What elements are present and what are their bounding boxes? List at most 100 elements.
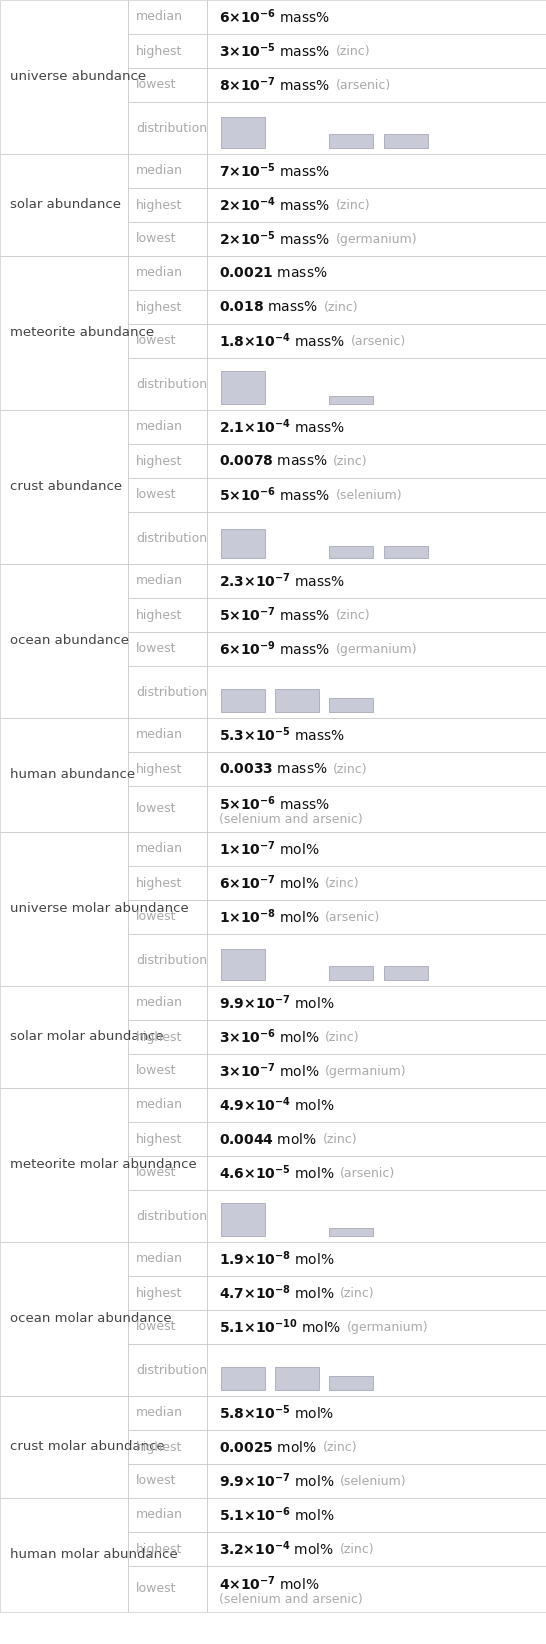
Bar bbox=[0, 155, 128, 256]
Text: (arsenic): (arsenic) bbox=[336, 79, 391, 92]
Text: median: median bbox=[136, 1509, 183, 1521]
Bar bbox=[221, 689, 265, 712]
Bar bbox=[128, 289, 207, 324]
Text: crust molar abundance: crust molar abundance bbox=[10, 1440, 165, 1453]
Text: lowest: lowest bbox=[136, 643, 177, 656]
Bar bbox=[221, 117, 265, 148]
Text: human molar abundance: human molar abundance bbox=[10, 1549, 178, 1562]
Text: $\mathbf{2.1{\times}10^{-4}}$ mass%: $\mathbf{2.1{\times}10^{-4}}$ mass% bbox=[219, 418, 346, 436]
Bar bbox=[207, 598, 546, 631]
Bar bbox=[128, 1276, 207, 1310]
Bar bbox=[207, 1310, 546, 1345]
Bar bbox=[128, 1396, 207, 1430]
Bar bbox=[207, 786, 546, 832]
Bar bbox=[128, 1345, 207, 1396]
Text: highest: highest bbox=[136, 44, 183, 58]
Text: median: median bbox=[136, 842, 183, 855]
Bar bbox=[128, 986, 207, 1019]
Text: ocean molar abundance: ocean molar abundance bbox=[10, 1312, 171, 1325]
Bar bbox=[207, 1498, 546, 1532]
Bar bbox=[207, 832, 546, 866]
Bar bbox=[207, 866, 546, 899]
Text: (zinc): (zinc) bbox=[333, 763, 368, 776]
Bar bbox=[128, 751, 207, 786]
Bar bbox=[329, 546, 373, 557]
Text: distribution: distribution bbox=[136, 1363, 207, 1376]
Bar bbox=[128, 1532, 207, 1567]
Text: (zinc): (zinc) bbox=[333, 454, 368, 467]
Bar bbox=[128, 564, 207, 598]
Bar bbox=[128, 155, 207, 187]
Text: highest: highest bbox=[136, 1287, 183, 1299]
Text: highest: highest bbox=[136, 301, 183, 314]
Text: $\mathbf{0.0025}$ mol%: $\mathbf{0.0025}$ mol% bbox=[219, 1440, 318, 1455]
Bar bbox=[383, 546, 428, 557]
Text: solar abundance: solar abundance bbox=[10, 199, 121, 212]
Bar bbox=[0, 1241, 128, 1396]
Text: highest: highest bbox=[136, 876, 183, 889]
Text: (zinc): (zinc) bbox=[340, 1542, 374, 1555]
Bar bbox=[128, 666, 207, 718]
Text: $\mathbf{3{\times}10^{-6}}$ mol%: $\mathbf{3{\times}10^{-6}}$ mol% bbox=[219, 1028, 320, 1046]
Text: lowest: lowest bbox=[136, 802, 177, 815]
Bar bbox=[128, 718, 207, 751]
Text: $\mathbf{4.9{\times}10^{-4}}$ mol%: $\mathbf{4.9{\times}10^{-4}}$ mol% bbox=[219, 1095, 335, 1115]
Bar bbox=[128, 1088, 207, 1121]
Bar bbox=[207, 1019, 546, 1054]
Text: distribution: distribution bbox=[136, 378, 207, 391]
Text: median: median bbox=[136, 421, 183, 434]
Text: $\mathbf{7{\times}10^{-5}}$ mass%: $\mathbf{7{\times}10^{-5}}$ mass% bbox=[219, 161, 331, 181]
Text: lowest: lowest bbox=[136, 911, 177, 924]
Bar bbox=[207, 324, 546, 358]
Bar bbox=[207, 718, 546, 751]
Text: (zinc): (zinc) bbox=[323, 1133, 357, 1146]
Text: $\mathbf{4.6{\times}10^{-5}}$ mol%: $\mathbf{4.6{\times}10^{-5}}$ mol% bbox=[219, 1164, 335, 1182]
Bar bbox=[207, 1054, 546, 1088]
Text: $\mathbf{2{\times}10^{-5}}$ mass%: $\mathbf{2{\times}10^{-5}}$ mass% bbox=[219, 230, 331, 248]
Bar bbox=[128, 102, 207, 155]
Text: lowest: lowest bbox=[136, 1065, 177, 1077]
Bar bbox=[207, 751, 546, 786]
Bar bbox=[0, 0, 128, 155]
Bar bbox=[207, 1190, 546, 1241]
Text: (selenium and arsenic): (selenium and arsenic) bbox=[219, 812, 363, 825]
Text: universe molar abundance: universe molar abundance bbox=[10, 903, 189, 916]
Bar bbox=[329, 965, 373, 980]
Bar bbox=[207, 256, 546, 289]
Text: $\mathbf{5.8{\times}10^{-5}}$ mol%: $\mathbf{5.8{\times}10^{-5}}$ mol% bbox=[219, 1404, 335, 1422]
Text: median: median bbox=[136, 1253, 183, 1266]
Text: (zinc): (zinc) bbox=[323, 1440, 357, 1453]
Text: highest: highest bbox=[136, 763, 183, 776]
Bar bbox=[128, 1430, 207, 1465]
Bar bbox=[0, 256, 128, 409]
Bar bbox=[207, 1465, 546, 1498]
Text: (arsenic): (arsenic) bbox=[325, 911, 381, 924]
Text: $\mathbf{8{\times}10^{-7}}$ mass%: $\mathbf{8{\times}10^{-7}}$ mass% bbox=[219, 76, 331, 94]
Text: (germanium): (germanium) bbox=[347, 1320, 429, 1333]
Bar bbox=[221, 1203, 265, 1236]
Bar bbox=[207, 358, 546, 409]
Text: median: median bbox=[136, 996, 183, 1009]
Bar bbox=[207, 1088, 546, 1121]
Text: $\mathbf{5.1{\times}10^{-6}}$ mol%: $\mathbf{5.1{\times}10^{-6}}$ mol% bbox=[219, 1506, 335, 1524]
Text: highest: highest bbox=[136, 1031, 183, 1044]
Text: distribution: distribution bbox=[136, 954, 207, 967]
Bar bbox=[207, 0, 546, 35]
Text: median: median bbox=[136, 164, 183, 178]
Text: highest: highest bbox=[136, 454, 183, 467]
Text: ocean abundance: ocean abundance bbox=[10, 635, 129, 648]
Bar bbox=[0, 832, 128, 986]
Text: $\mathbf{0.018}$ mass%: $\mathbf{0.018}$ mass% bbox=[219, 299, 319, 314]
Bar bbox=[329, 697, 373, 712]
Bar bbox=[128, 899, 207, 934]
Bar bbox=[329, 1376, 373, 1389]
Bar bbox=[0, 986, 128, 1088]
Bar bbox=[128, 0, 207, 35]
Text: $\mathbf{1.8{\times}10^{-4}}$ mass%: $\mathbf{1.8{\times}10^{-4}}$ mass% bbox=[219, 332, 346, 350]
Bar bbox=[207, 1396, 546, 1430]
Bar bbox=[207, 187, 546, 222]
Bar bbox=[128, 256, 207, 289]
Bar bbox=[128, 1465, 207, 1498]
Bar bbox=[128, 409, 207, 444]
Text: highest: highest bbox=[136, 1542, 183, 1555]
